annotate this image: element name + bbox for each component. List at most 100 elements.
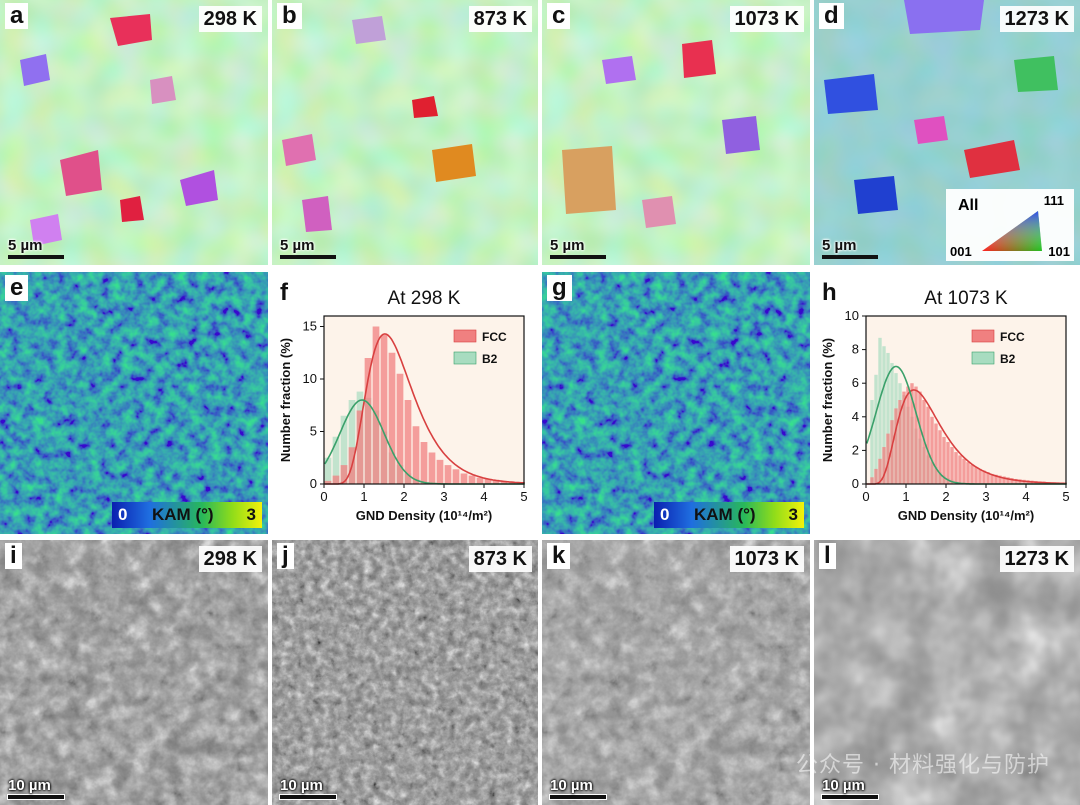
bar-b2 xyxy=(348,400,356,484)
bar-fcc xyxy=(938,430,942,484)
kam-colorbar: 0 KAM (°) 3 xyxy=(654,502,804,528)
kam-map-e: e 0 KAM (°) 3 xyxy=(0,272,268,534)
fit-curve-fcc xyxy=(324,333,525,485)
bar-fcc xyxy=(926,406,930,484)
legend-label-fcc: FCC xyxy=(1000,330,1025,344)
x-tick-label: 0 xyxy=(862,489,869,504)
panel-letter: c xyxy=(547,3,571,29)
bar-fcc xyxy=(1018,479,1022,484)
chart-title: At 1073 K xyxy=(924,288,1008,309)
kam-map-g: g 0 KAM (°) 3 xyxy=(542,272,810,534)
bar-fcc xyxy=(1002,476,1006,484)
bar-fcc xyxy=(1006,477,1010,484)
bar-fcc xyxy=(484,478,492,484)
scale-bar: 5 µm xyxy=(8,237,64,259)
x-tick-label: 1 xyxy=(360,489,367,504)
bar-fcc xyxy=(476,477,484,484)
ebsd-map-a: a 298 K 5 µm xyxy=(0,0,268,265)
bar-fcc xyxy=(878,458,882,484)
bar-fcc xyxy=(452,469,460,484)
sem-image-i: i 298 K 10 µm xyxy=(0,540,268,805)
x-axis-label: GND Density (10¹⁴/m²) xyxy=(898,508,1034,523)
kam-axis-label: KAM (°) xyxy=(694,505,756,524)
gnd-histogram-chart: f At 298 K 0 1 2 3 4 5 0 5 10 15 GND Density (10¹⁴/m… xyxy=(272,272,538,534)
bar-b2 xyxy=(874,374,878,484)
temperature-label: 873 K xyxy=(468,6,532,32)
bar-fcc xyxy=(500,480,508,484)
bar-fcc xyxy=(990,473,994,484)
scale-bar-line xyxy=(822,255,878,259)
sem-image-k: k 1073 K 10 µm xyxy=(542,540,810,805)
y-tick-label: 10 xyxy=(303,371,317,386)
x-tick-label: 2 xyxy=(942,489,949,504)
scale-bar-line xyxy=(8,255,64,259)
watermark-text: 公众号 · 材料强化与防护 xyxy=(796,753,1050,778)
panel-letter: e xyxy=(5,275,29,301)
scale-bar-line xyxy=(280,795,336,799)
temperature-label: 1273 K xyxy=(999,6,1074,32)
bar-fcc xyxy=(986,472,990,484)
x-tick-label: 2 xyxy=(400,489,407,504)
bar-fcc xyxy=(396,373,404,484)
kam-max-label: 3 xyxy=(788,505,798,524)
ebsd-map-b: b 873 K 5 µm xyxy=(272,0,538,265)
scale-bar: 5 µm xyxy=(822,237,878,259)
kam-min-label: 0 xyxy=(118,505,128,524)
bar-fcc xyxy=(966,462,970,484)
x-tick-label: 4 xyxy=(480,489,487,504)
x-tick-label: 0 xyxy=(320,489,327,504)
panel-letter: i xyxy=(5,543,22,569)
temperature-label: 1073 K xyxy=(729,6,804,32)
y-axis-label: Number fraction (%) xyxy=(820,338,835,462)
legend-swatch-fcc xyxy=(971,329,995,343)
bar-fcc xyxy=(874,468,878,484)
bar-fcc xyxy=(974,467,978,484)
temperature-label: 1273 K xyxy=(999,546,1074,572)
scale-bar-line xyxy=(8,795,64,799)
bar-fcc xyxy=(356,410,364,484)
ipf-color-key: All 111 001 101 xyxy=(946,189,1074,261)
y-tick-label: 10 xyxy=(845,308,859,323)
kam-min-label: 0 xyxy=(660,505,670,524)
bar-b2 xyxy=(882,346,886,484)
sem-image xyxy=(272,540,538,805)
scale-bar-line xyxy=(822,795,878,799)
bar-fcc xyxy=(970,464,974,484)
y-tick-label: 0 xyxy=(852,476,859,491)
temperature-label: 873 K xyxy=(468,546,532,572)
y-tick-label: 5 xyxy=(310,424,317,439)
scale-bar-label: 5 µm xyxy=(280,237,315,254)
panel-letter: k xyxy=(547,543,571,569)
sem-image xyxy=(542,540,810,805)
scale-bar: 5 µm xyxy=(550,237,606,259)
y-tick-label: 15 xyxy=(303,319,317,334)
ebsd-image xyxy=(0,0,268,265)
bar-fcc xyxy=(444,465,452,484)
bar-fcc xyxy=(1010,478,1014,484)
bar-fcc xyxy=(962,458,966,484)
bar-fcc xyxy=(508,481,516,484)
scale-bar: 10 µm xyxy=(8,777,64,799)
bar-fcc xyxy=(958,455,962,484)
temperature-label: 298 K xyxy=(198,546,262,572)
panel-letter: d xyxy=(819,3,844,29)
ebsd-map-d: d 1273 K 5 µm All 111 001 101 xyxy=(814,0,1080,265)
scale-bar-label: 5 µm xyxy=(550,237,585,254)
scale-bar: 10 µm xyxy=(550,777,606,799)
bar-fcc xyxy=(942,436,946,484)
bar-fcc xyxy=(492,479,500,484)
bar-fcc xyxy=(460,473,468,484)
scale-bar-label: 5 µm xyxy=(8,237,43,254)
kam-colorbar: 0 KAM (°) 3 xyxy=(112,502,262,528)
x-tick-label: 5 xyxy=(1062,489,1069,504)
bar-fcc xyxy=(950,447,954,484)
legend-swatch-b2 xyxy=(453,351,477,365)
x-tick-label: 3 xyxy=(440,489,447,504)
bar-fcc xyxy=(468,475,476,484)
bar-b2 xyxy=(878,337,882,484)
fit-curve-fcc xyxy=(866,389,1067,485)
x-tick-label: 3 xyxy=(982,489,989,504)
bar-fcc xyxy=(340,465,348,484)
scale-bar-line xyxy=(550,255,606,259)
chart-title: At 298 K xyxy=(388,288,461,309)
